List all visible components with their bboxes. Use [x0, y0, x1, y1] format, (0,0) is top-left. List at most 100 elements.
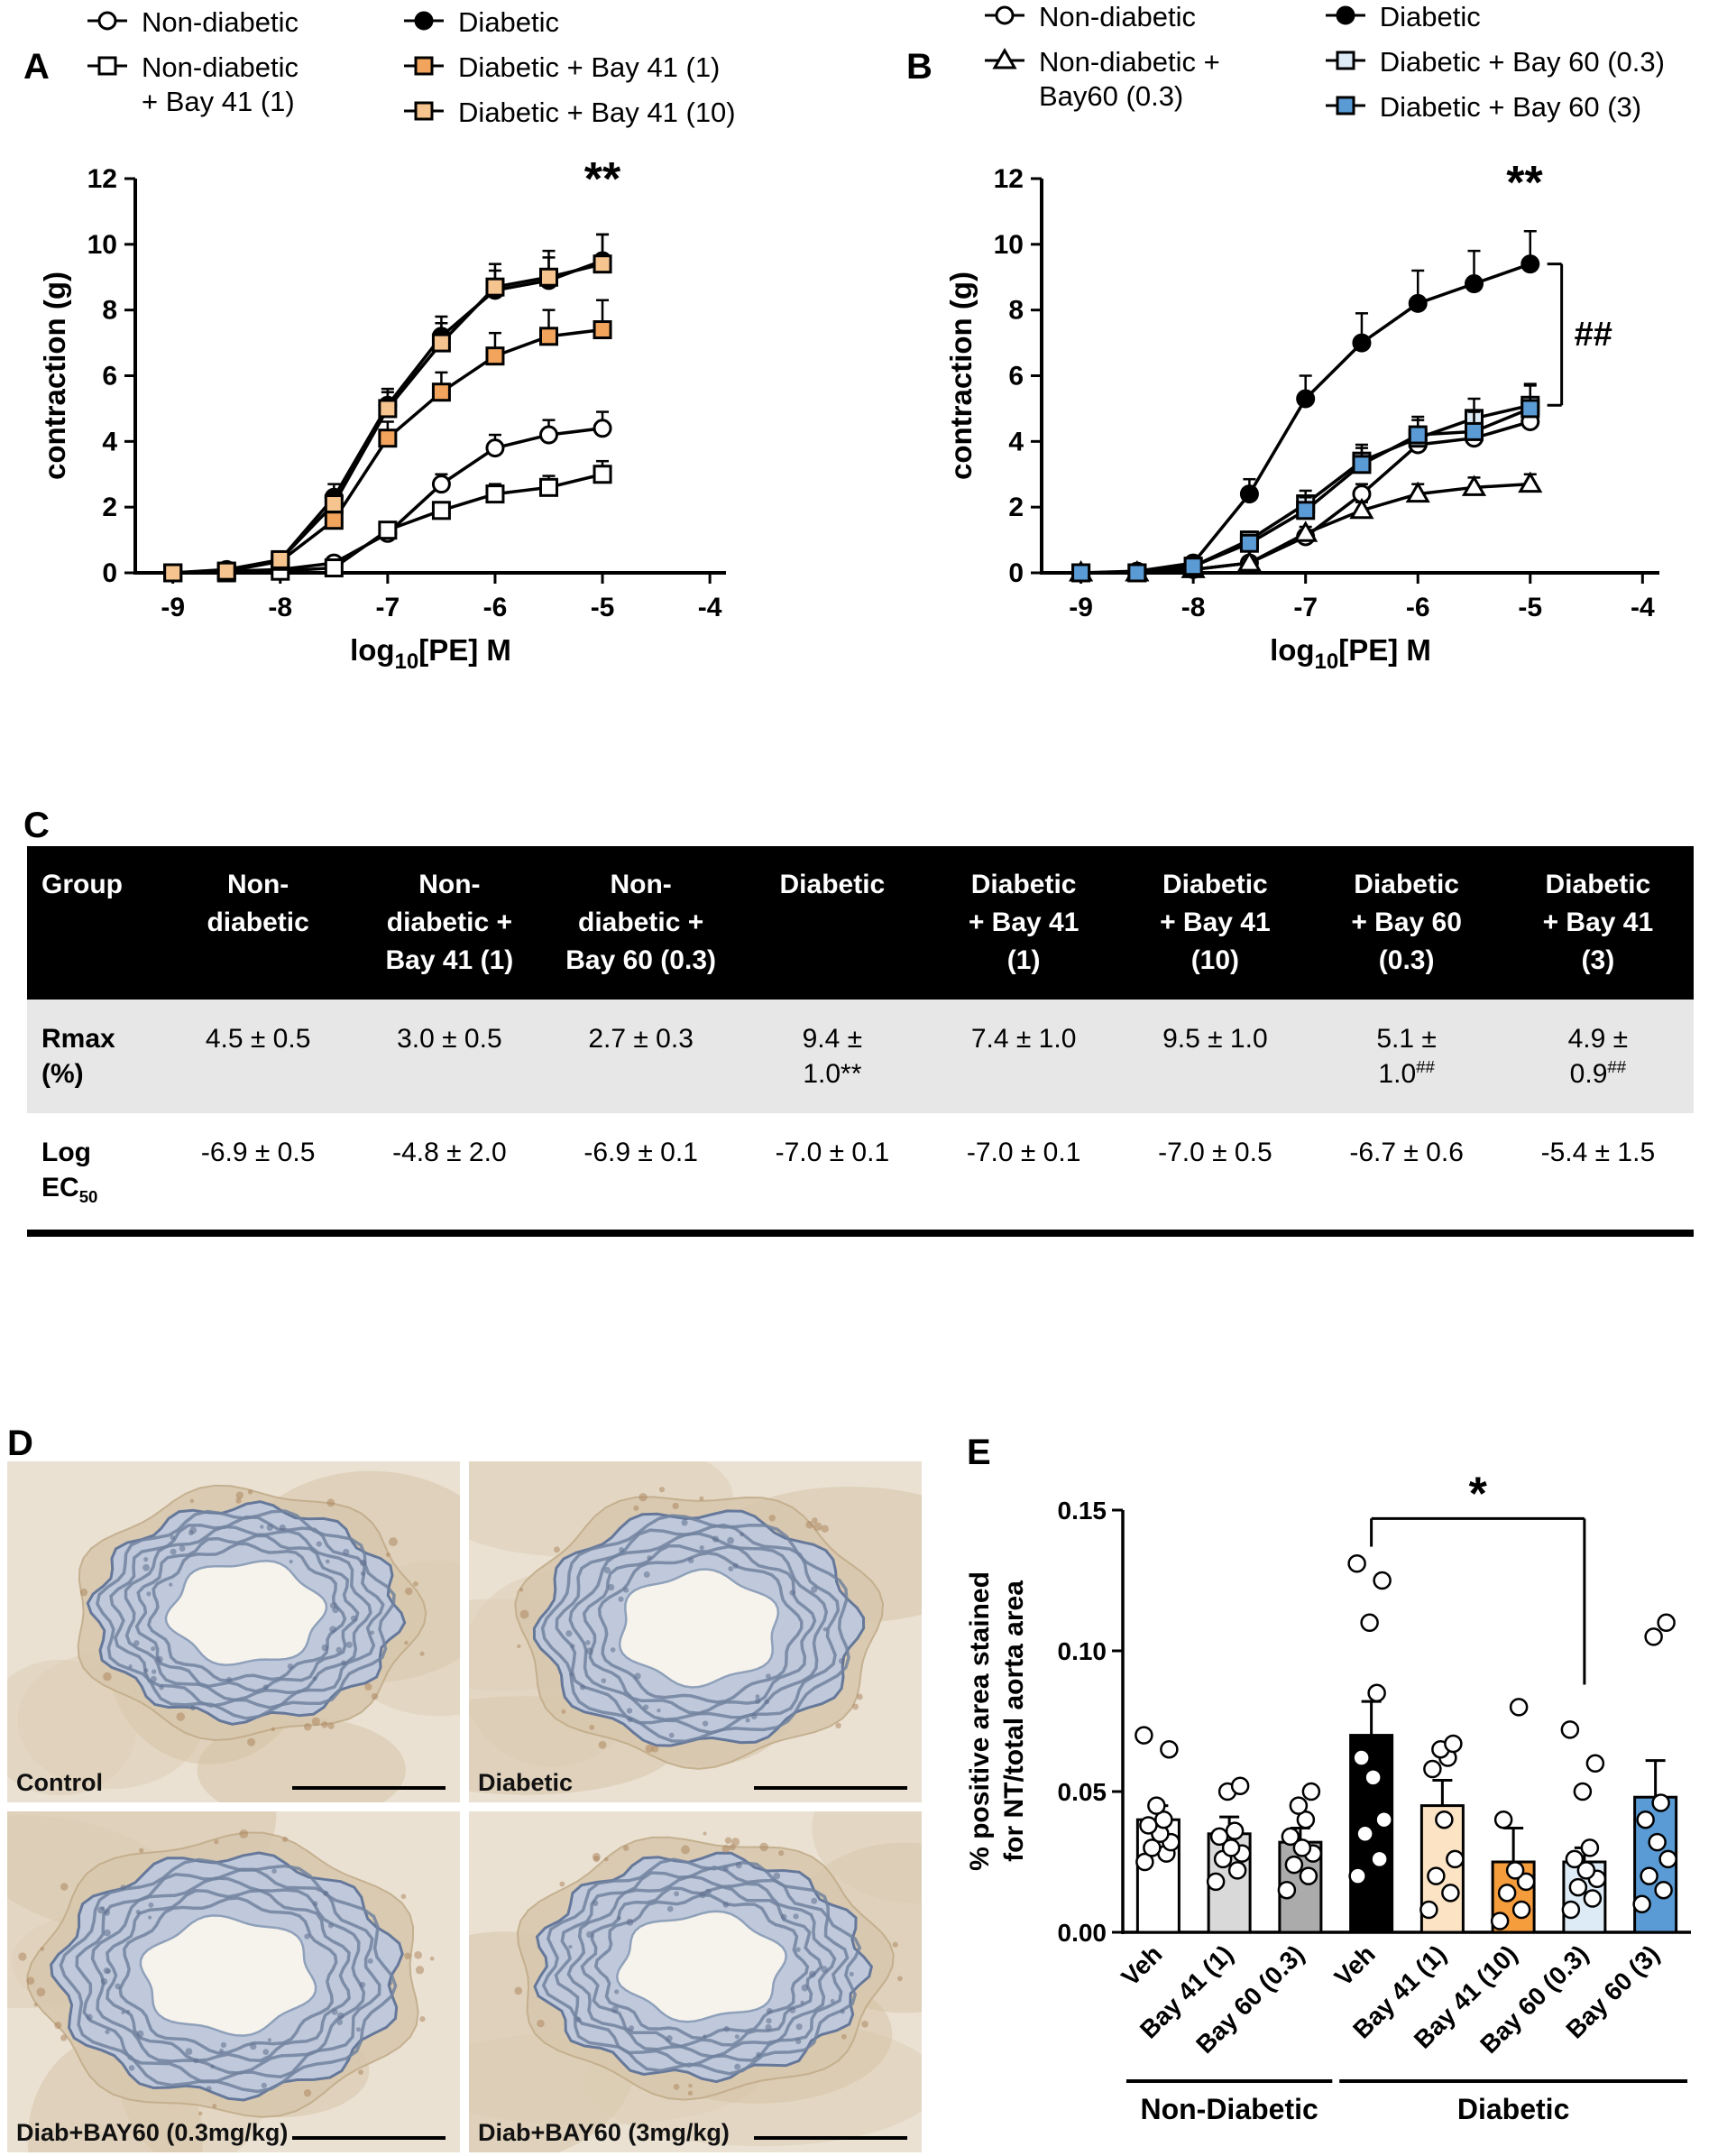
panel-d-label: D	[7, 1424, 33, 1463]
legend-label: Diabetic + Bay 41 (10)	[458, 96, 736, 128]
table-cell: 3.0 ± 0.5	[397, 1024, 502, 1054]
square-marker-icon	[1325, 51, 1365, 70]
table-cell: -6.9 ± 0.1	[583, 1138, 698, 1167]
svg-text:6: 6	[102, 362, 117, 392]
histology-cell: Diab+BAY60 (0.3mg/kg)	[7, 1811, 460, 2152]
table-header-cell: Diabetic + Bay 41 (10)	[1119, 846, 1311, 1000]
panel-e-label: E	[967, 1433, 991, 1472]
panel-b-chart: 0 2 4 6 8 10 12 -9 -8 -7 -6 -5 -4 contraction (g) log1…	[944, 157, 1659, 674]
table-cell: -6.9 ± 0.5	[200, 1138, 316, 1167]
histology-label: Diabetic	[478, 1769, 574, 1796]
svg-text:0.10: 0.10	[1058, 1637, 1107, 1665]
table-row: Log EC50 -6.9 ± 0.5 -4.8 ± 2.0 -6.9 ± 0.1 -7…	[27, 1113, 1694, 1234]
histology-cell: Control	[7, 1461, 460, 1802]
svg-text:0.00: 0.00	[1058, 1919, 1107, 1947]
histology-label: Diab+BAY60 (3mg/kg)	[478, 2119, 730, 2146]
bar-bay-60-0-3-	[1277, 1782, 1323, 1934]
circle-marker-icon	[985, 5, 1024, 25]
svg-text:-9: -9	[161, 593, 185, 622]
svg-text:8: 8	[1008, 296, 1024, 326]
table-header-cell: Group	[27, 846, 162, 1000]
table-header-cell: Diabetic + Bay 60 (0.3)	[1310, 846, 1502, 1000]
category-label: Veh	[1329, 1939, 1381, 1991]
svg-text:0: 0	[102, 558, 117, 588]
legend-label: Diabetic + Bay 41 (1)	[458, 51, 721, 83]
svg-text:2: 2	[1008, 493, 1024, 522]
legend-label: Non-diabetic	[142, 6, 299, 38]
table-header-cell: Non- diabetic + Bay 60 (0.3)	[545, 846, 737, 1000]
bar-veh	[1135, 1726, 1181, 1934]
bar-bay-60-0-3-	[1560, 1720, 1607, 1934]
svg-text:-5: -5	[1518, 593, 1542, 622]
table-cell: -6.7 ± 0.6	[1349, 1138, 1464, 1167]
panel-a-legend: Non-diabetic Non-diabetic + Bay 41 (1) Dia…	[86, 5, 736, 129]
svg-text:0.05: 0.05	[1058, 1778, 1107, 1806]
histology-image	[7, 1461, 460, 1802]
significance-annotation: **	[1506, 157, 1543, 209]
results-table: Group Non- diabetic Non- diabetic + Bay 41…	[27, 846, 1694, 1238]
bar-bay-60-3-	[1632, 1613, 1678, 1934]
bar-bay-41-1-	[1206, 1776, 1252, 1934]
group-label: Diabetic	[1457, 2093, 1569, 2125]
legend-item: Non-diabetic	[983, 0, 1220, 34]
triangle-marker-icon	[985, 47, 1024, 69]
legend-column: Diabetic Diabetic + Bay 41 (1) Diabetic + …	[402, 5, 736, 129]
legend-label: Non-diabetic + Bay 41 (1)	[142, 51, 299, 117]
series-diabetic-bay-60-0-3-	[1071, 382, 1540, 583]
histology-label: Diab+BAY60 (0.3mg/kg)	[16, 2119, 289, 2146]
table-cell: 5.1 ± 1.0##	[1376, 1024, 1437, 1089]
panel-b-legend: Non-diabetic Non-diabetic + Bay60 (0.3) Di…	[983, 0, 1665, 124]
circle-marker-icon	[404, 11, 445, 31]
legend-item: Diabetic	[402, 5, 736, 40]
legend-column: Non-diabetic Non-diabetic + Bay60 (0.3)	[983, 0, 1220, 124]
svg-text:-6: -6	[1406, 593, 1430, 622]
svg-text:0: 0	[1008, 558, 1024, 588]
svg-text:0.15: 0.15	[1058, 1497, 1107, 1525]
table-row-label: Log EC50	[41, 1138, 98, 1206]
bar-veh	[1347, 1554, 1394, 1934]
legend-item: Non-diabetic + Bay60 (0.3)	[983, 45, 1220, 114]
table-cell: 4.5 ± 0.5	[205, 1024, 311, 1054]
scale-bar	[754, 1786, 907, 1790]
table-cell: -7.0 ± 0.5	[1158, 1138, 1272, 1167]
table-cell: 9.4 ± 1.0**	[802, 1024, 863, 1089]
table-cell: -7.0 ± 0.1	[966, 1138, 1081, 1167]
svg-text:4: 4	[1008, 427, 1024, 456]
svg-text:-8: -8	[268, 593, 292, 622]
histology-grid: Control Diabetic Diab+BAY60 (0.3mg/kg) Diab…	[7, 1461, 922, 2152]
significance-annotation: **	[584, 153, 621, 206]
legend-label: Diabetic + Bay 60 (0.3)	[1379, 45, 1665, 78]
table-header-cell: Non- diabetic	[162, 846, 354, 1000]
panel-e-chart: 0.00 0.05 0.10 0.15 % positive area stained f…	[965, 1468, 1691, 2125]
svg-text:6: 6	[1008, 362, 1024, 392]
panel-b-label: B	[906, 47, 932, 87]
histology-cell: Diabetic	[469, 1461, 922, 1802]
table-cell: -4.8 ± 2.0	[392, 1138, 507, 1167]
legend-item: Non-diabetic	[86, 5, 299, 40]
legend-label: Non-diabetic	[1039, 1, 1197, 32]
y-axis-label: contraction (g)	[944, 272, 978, 480]
histology-image	[7, 1811, 460, 2152]
legend-column: Non-diabetic Non-diabetic + Bay 41 (1)	[86, 5, 299, 129]
panel-a-label: A	[23, 47, 50, 87]
histology-cell: Diab+BAY60 (3mg/kg)	[469, 1811, 922, 2152]
table-header-cell: Non- diabetic + Bay 41 (1)	[354, 846, 546, 1000]
x-axis-label: log10[PE] M	[1270, 633, 1431, 674]
table-row: Rmax (%) 4.5 ± 0.5 3.0 ± 0.5 2.7 ± 0.3 9.4 ±…	[27, 1000, 1694, 1113]
svg-text:-4: -4	[698, 593, 722, 622]
table-cell: 7.4 ± 1.0	[970, 1024, 1077, 1054]
legend-label: Diabetic + Bay 60 (3)	[1379, 90, 1642, 123]
square-marker-icon	[404, 101, 445, 121]
svg-text:12: 12	[994, 164, 1024, 194]
legend-column: Diabetic Diabetic + Bay 60 (0.3) Diabetic …	[1324, 0, 1665, 124]
legend-item: Diabetic + Bay 60 (3)	[1324, 90, 1665, 124]
legend-item: Non-diabetic + Bay 41 (1)	[86, 51, 299, 119]
legend-label: Non-diabetic + Bay60 (0.3)	[1039, 45, 1220, 112]
table-header-cell: Diabetic + Bay 41 (3)	[1502, 846, 1694, 1000]
svg-text:-7: -7	[376, 593, 400, 622]
table-row-label: Rmax (%)	[41, 1024, 115, 1089]
circle-marker-icon	[1325, 5, 1365, 25]
scale-bar	[754, 2136, 907, 2140]
svg-text:10: 10	[994, 230, 1024, 260]
table-cell: 9.5 ± 1.0	[1162, 1024, 1268, 1054]
